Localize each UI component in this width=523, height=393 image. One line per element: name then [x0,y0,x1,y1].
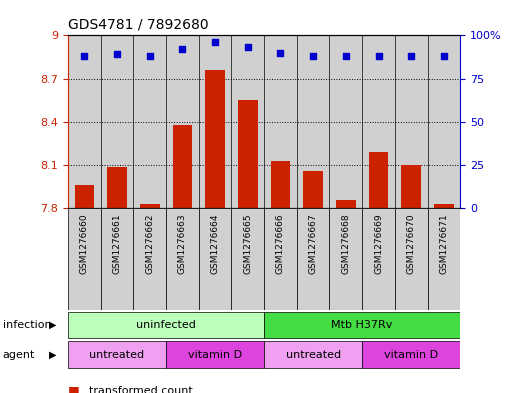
Point [407,53,415,59]
Bar [303,171,323,208]
Bar [133,208,166,310]
Bar [68,342,166,368]
Bar [264,312,460,338]
Point [244,44,252,51]
Bar [395,208,428,310]
Text: agent: agent [3,350,35,360]
Text: GSM1276671: GSM1276671 [439,213,448,274]
Bar [238,100,257,208]
Text: ▶: ▶ [49,320,56,330]
Text: vitamin D: vitamin D [188,350,242,360]
Bar [264,208,297,310]
Text: ▶: ▶ [49,350,56,360]
Text: vitamin D: vitamin D [384,350,438,360]
Text: GSM1276664: GSM1276664 [211,213,220,274]
Text: ■: ■ [68,384,79,393]
Bar [199,208,231,310]
Bar [264,342,362,368]
Bar [100,208,133,310]
Text: GSM1276662: GSM1276662 [145,213,154,274]
Bar [362,35,395,208]
Text: untreated: untreated [89,350,144,360]
Point [440,53,448,59]
Bar [173,125,192,208]
Bar [166,35,199,208]
Point [211,39,219,46]
Bar [395,35,428,208]
Bar [329,35,362,208]
Bar [428,35,460,208]
Bar [107,167,127,208]
Point [113,51,121,57]
Text: GSM1276667: GSM1276667 [309,213,317,274]
Point [178,46,187,52]
Bar [362,342,460,368]
Point [80,53,88,59]
Text: Mtb H37Rv: Mtb H37Rv [332,320,393,330]
Bar [206,70,225,208]
Text: uninfected: uninfected [136,320,196,330]
Bar [402,165,421,208]
Bar [68,208,100,310]
Bar [166,342,264,368]
Bar [362,208,395,310]
Bar [297,35,329,208]
Point [309,53,317,59]
Bar [74,185,94,208]
Bar [336,200,356,208]
Bar [140,204,160,208]
Point [374,53,383,59]
Point [276,50,285,56]
Bar [68,312,264,338]
Text: untreated: untreated [286,350,340,360]
Bar [231,208,264,310]
Bar [68,35,100,208]
Bar [369,152,388,208]
Bar [264,35,297,208]
Text: infection: infection [3,320,51,330]
Text: GSM1276660: GSM1276660 [80,213,89,274]
Text: transformed count: transformed count [89,386,192,393]
Text: GSM1276669: GSM1276669 [374,213,383,274]
Bar [297,208,329,310]
Point [145,53,154,59]
Bar [166,208,199,310]
Point [342,53,350,59]
Text: GSM1276670: GSM1276670 [407,213,416,274]
Bar [329,208,362,310]
Bar [271,161,290,208]
Bar [133,35,166,208]
Text: GSM1276666: GSM1276666 [276,213,285,274]
Text: GSM1276668: GSM1276668 [342,213,350,274]
Text: GSM1276663: GSM1276663 [178,213,187,274]
Bar [434,204,453,208]
Bar [231,35,264,208]
Text: GDS4781 / 7892680: GDS4781 / 7892680 [68,18,209,32]
Bar [428,208,460,310]
Bar [100,35,133,208]
Text: GSM1276661: GSM1276661 [112,213,121,274]
Bar [199,35,231,208]
Text: GSM1276665: GSM1276665 [243,213,252,274]
